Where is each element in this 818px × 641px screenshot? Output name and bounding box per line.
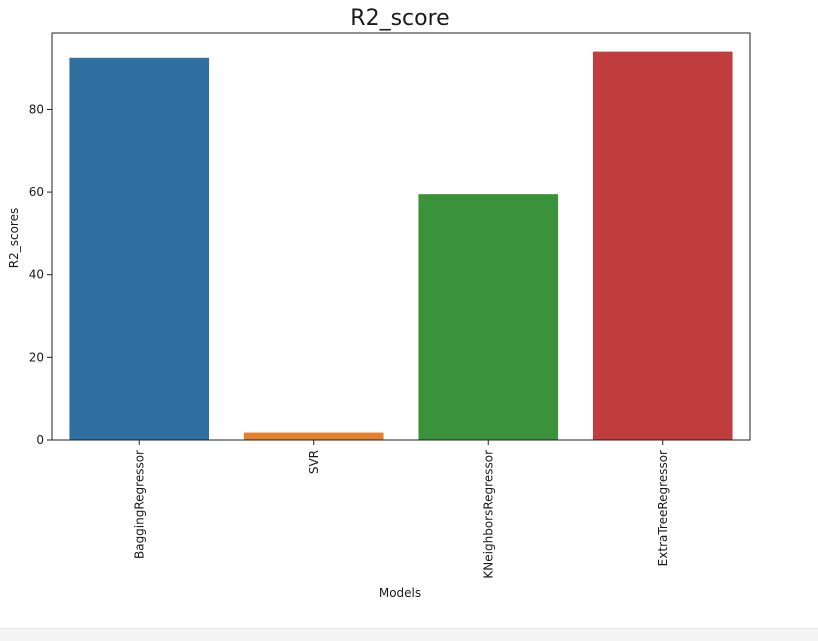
y-tick-label: 40 [29,268,44,282]
x-tick-label: KNeighborsRegressor [481,450,495,579]
bar-chart: R2_score BaggingRegressor SVR KNeighborsRe… [7,6,751,600]
x-tick-label: SVR [307,450,321,474]
ticks-layer: BaggingRegressor SVR KNeighborsRegressor Ex… [29,102,670,578]
bars-layer [69,51,733,441]
bar-SVR [243,432,384,440]
plot-frame [51,32,751,441]
y-axis-label: R2_scores [7,208,21,268]
chart-title: R2_score [350,6,449,31]
y-tick-label: 60 [29,185,44,199]
x-tick-label: ExtraTreeRegressor [656,450,670,566]
bar-KNeighborsRegressor [418,194,559,440]
x-tick-label: BaggingRegressor [132,450,146,559]
y-tick-label: 20 [29,350,44,364]
bar-BaggingRegressor [69,57,210,441]
bottom-strip [0,628,818,641]
y-tick-label: 80 [29,102,44,116]
bar-ExtraTreeRegressor [592,51,733,441]
x-axis-label: Models [379,586,421,600]
y-tick-label: 0 [36,433,44,447]
